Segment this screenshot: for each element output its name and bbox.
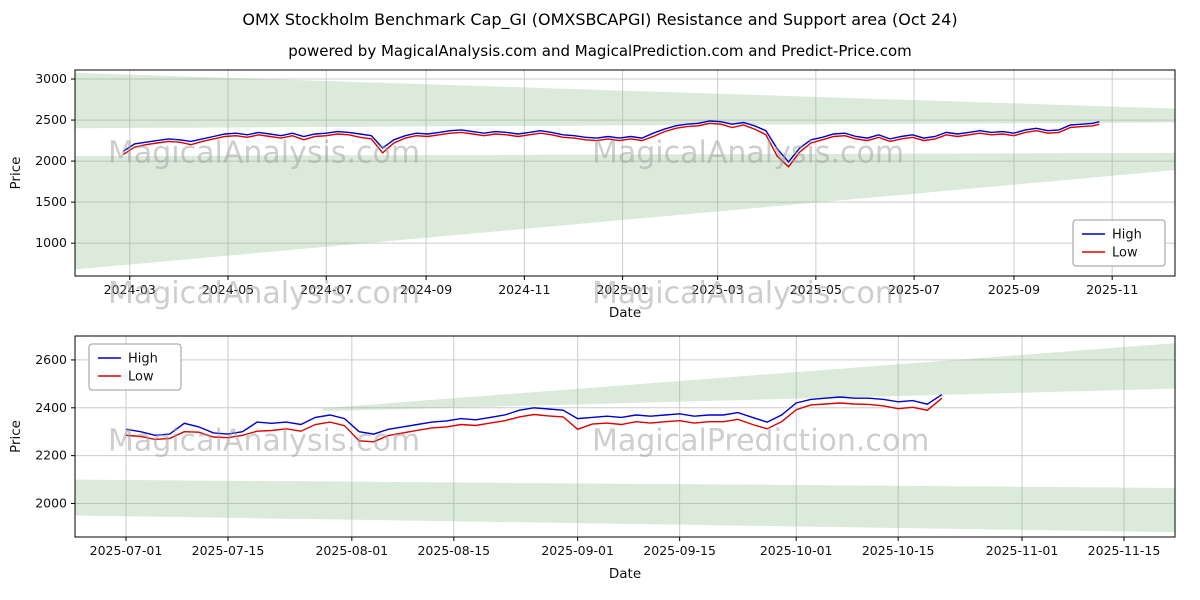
x-tick-label: 2025-10-01 <box>760 543 833 558</box>
resistance-area-band <box>75 72 1175 129</box>
watermark-text: MagicalPrediction.com <box>592 424 930 459</box>
x-tick-label: 2025-07 <box>888 282 940 297</box>
y-tick-label: 2400 <box>35 400 67 415</box>
x-tick-label: 2025-11 <box>1086 282 1138 297</box>
y-tick-label: 2200 <box>35 448 67 463</box>
legend-low-label: Low <box>1112 246 1138 261</box>
watermark-text: MagicalAnalysis.com <box>108 136 420 171</box>
y-axis-label: Price <box>8 157 24 190</box>
series-low-line <box>125 397 943 443</box>
x-tick-label: 2025-08-15 <box>417 543 490 558</box>
top-chart: 2024-03 2024-05 2024-07 2024-09 2024-11 2025-… <box>8 69 1176 321</box>
x-tick-label: 2025-07-01 <box>90 543 163 558</box>
watermark-text: MagicalAnalysis.com <box>108 424 420 459</box>
x-tick-label: 2025-01 <box>596 282 648 297</box>
x-tick-label: 2025-08-01 <box>315 543 388 558</box>
support-area-band <box>75 152 1175 270</box>
x-tick-label: 2025-11-15 <box>1088 543 1161 558</box>
resistance-area-band <box>322 343 1175 412</box>
chart-title: OMX Stockholm Benchmark Cap_GI (OMXSBCAP… <box>242 10 958 29</box>
watermark-text: MagicalAnalysis.com <box>108 276 420 311</box>
watermark-text: MagicalAnalysis.com <box>592 276 904 311</box>
series-high-line <box>122 120 1100 163</box>
x-tick-label: 2025-10-15 <box>862 543 935 558</box>
x-tick-label: 2024-07 <box>300 282 352 297</box>
y-tick-label: 2000 <box>35 496 67 511</box>
x-tick-label: 2025-09-01 <box>541 543 614 558</box>
series-low-line <box>122 122 1100 168</box>
x-tick-label: 2025-03 <box>691 282 743 297</box>
watermark-text: MagicalAnalysis.com <box>592 136 904 171</box>
legend-low-label: Low <box>128 370 154 385</box>
tick-labels: 2025-07-01 2025-07-15 2025-08-01 2025-08-15… <box>35 352 1160 558</box>
x-tick-label: 2025-09 <box>988 282 1040 297</box>
legend: High Low <box>1072 219 1166 267</box>
y-tick-label: 2500 <box>35 112 67 127</box>
x-tick-label: 2024-03 <box>104 282 156 297</box>
y-tick-label: 1500 <box>35 194 67 209</box>
legend-box <box>88 343 182 391</box>
x-tick-label: 2025-05 <box>790 282 842 297</box>
x-tick-label: 2025-07-15 <box>192 543 265 558</box>
legend-high-label: High <box>128 352 158 367</box>
bottom-chart: 2025-07-01 2025-07-15 2025-08-01 2025-08-15… <box>8 335 1176 582</box>
y-tick-label: 2600 <box>35 352 67 367</box>
x-tick-label: 2024-09 <box>400 282 452 297</box>
support-area-band <box>75 479 1175 533</box>
x-tick-label: 2025-09-15 <box>643 543 716 558</box>
series-high-line <box>125 394 943 437</box>
x-axis-label: Date <box>609 305 641 321</box>
chart-subtitle: powered by MagicalAnalysis.com and Magic… <box>288 42 912 60</box>
legend-box <box>1072 219 1166 267</box>
legend: High Low <box>88 343 182 391</box>
x-axis-label: Date <box>609 566 641 582</box>
grid-lines <box>75 70 1175 276</box>
y-tick-label: 2000 <box>35 153 67 168</box>
x-tick-label: 2024-11 <box>498 282 550 297</box>
y-axis-label: Price <box>8 420 24 453</box>
y-tick-label: 1000 <box>35 235 67 250</box>
x-tick-label: 2025-11-01 <box>986 543 1059 558</box>
plot-border <box>74 335 1176 538</box>
x-tick-label: 2024-05 <box>202 282 254 297</box>
tick-labels: 2024-03 2024-05 2024-07 2024-09 2024-11 2025-… <box>35 71 1138 297</box>
plot-border <box>74 69 1176 277</box>
y-tick-label: 3000 <box>35 71 67 86</box>
legend-high-label: High <box>1112 228 1142 243</box>
